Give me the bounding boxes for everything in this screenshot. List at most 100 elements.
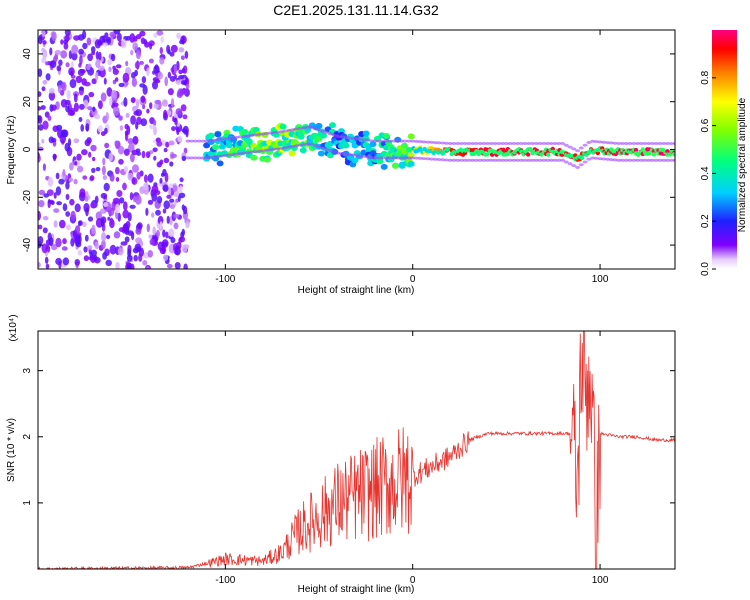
ridge-cell [383, 133, 390, 139]
ridge-cell [317, 150, 325, 157]
noise-speckle [164, 76, 168, 87]
noise-speckle [94, 241, 99, 250]
ridge-halo [294, 144, 299, 148]
noise-speckle [38, 200, 45, 208]
noise-speckle [115, 166, 120, 175]
noise-speckle [182, 114, 188, 120]
noise-speckle [41, 86, 46, 92]
ridge-halo [402, 156, 408, 160]
ridge-halo [500, 158, 506, 162]
noise-speckle [43, 193, 50, 198]
ridge-halo [575, 149, 581, 153]
noise-speckle [181, 228, 185, 237]
ridge-halo [567, 162, 573, 166]
noise-speckle [92, 156, 96, 162]
ridge-halo [668, 158, 674, 162]
noise-speckle [119, 197, 125, 204]
noise-speckle [60, 99, 68, 108]
noise-speckle [152, 147, 158, 153]
ridge-cell [218, 143, 226, 150]
noise-speckle [77, 165, 84, 173]
ridge-halo [267, 131, 273, 135]
noise-speckle [163, 157, 170, 164]
ridge-cell [640, 147, 645, 152]
noise-speckle [161, 245, 166, 255]
noise-speckle [144, 41, 150, 48]
noise-speckle [105, 259, 112, 267]
noise-speckle [133, 254, 138, 262]
noise-speckle [38, 68, 43, 77]
noise-speckle [165, 231, 169, 239]
noise-speckle [127, 172, 134, 181]
ridge-halo [372, 156, 378, 160]
noise-speckle [65, 181, 70, 190]
noise-speckle [68, 177, 74, 182]
ridge-halo [189, 156, 195, 160]
noise-speckle [94, 39, 102, 49]
ridge-halo [309, 142, 314, 146]
colorbar-tick-label: 0.4 [700, 166, 711, 180]
noise-speckle [142, 84, 148, 95]
noise-speckle [107, 59, 113, 66]
ridge-halo [425, 140, 431, 144]
noise-speckle [132, 42, 138, 51]
noise-speckle [172, 185, 178, 192]
noise-speckle [42, 79, 48, 85]
ridge-halo [185, 156, 191, 160]
y-tick-label: 20 [22, 96, 33, 108]
noise-speckle [115, 64, 122, 69]
ridge-halo [331, 133, 337, 137]
noise-speckle [153, 32, 158, 38]
ridge-halo [200, 156, 206, 160]
noise-speckle [102, 175, 108, 180]
ridge-halo [593, 140, 599, 144]
noise-speckle [42, 120, 49, 130]
ridge-halo [477, 158, 483, 162]
ridge-halo [252, 133, 258, 137]
ridge-halo [267, 148, 273, 152]
noise-speckle [163, 147, 168, 153]
ridge-halo [601, 140, 607, 144]
ridge-halo [395, 139, 401, 143]
ridge-halo [395, 156, 401, 160]
noise-speckle [131, 77, 138, 87]
noise-speckle [73, 102, 79, 113]
ridge-halo [384, 156, 389, 160]
y-tick-label: 3 [22, 367, 33, 373]
noise-speckle [160, 36, 164, 43]
ridge-halo [477, 142, 483, 145]
ridge-halo [597, 140, 603, 144]
ridge-halo [432, 141, 438, 145]
spectrogram-panel: -100 0 100 -40 -20 0 20 40 Height of straight l… [6, 29, 676, 296]
ridge-cell [407, 133, 415, 140]
ridge-halo [672, 142, 675, 145]
noise-speckle [57, 84, 62, 94]
ridge-cell [401, 142, 408, 149]
noise-speckle [170, 98, 175, 108]
noise-speckle [75, 241, 82, 248]
noise-speckle [118, 115, 123, 121]
ridge-halo [294, 127, 299, 131]
ridge-halo [380, 139, 386, 143]
ridge-halo [571, 147, 577, 151]
ridge-halo [511, 142, 517, 145]
noise-speckle [38, 36, 43, 45]
ridge-halo [189, 139, 195, 143]
noise-speckle [159, 159, 164, 165]
noise-speckle [76, 153, 82, 161]
noise-speckle [65, 211, 71, 217]
noise-speckle [71, 44, 79, 54]
ridge-halo [365, 138, 371, 142]
noise-speckle [153, 103, 159, 109]
noise-speckle [66, 224, 71, 231]
ridge-cell [485, 152, 490, 157]
ridge-halo [548, 158, 554, 162]
noise-speckle [89, 175, 95, 181]
ridge-cell [672, 152, 675, 157]
noise-speckle [90, 201, 96, 209]
noise-speckle [170, 44, 178, 53]
ridge-halo [192, 139, 198, 143]
ridge-halo [428, 140, 434, 144]
noise-speckle [180, 80, 188, 86]
ridge-cell [369, 141, 377, 148]
